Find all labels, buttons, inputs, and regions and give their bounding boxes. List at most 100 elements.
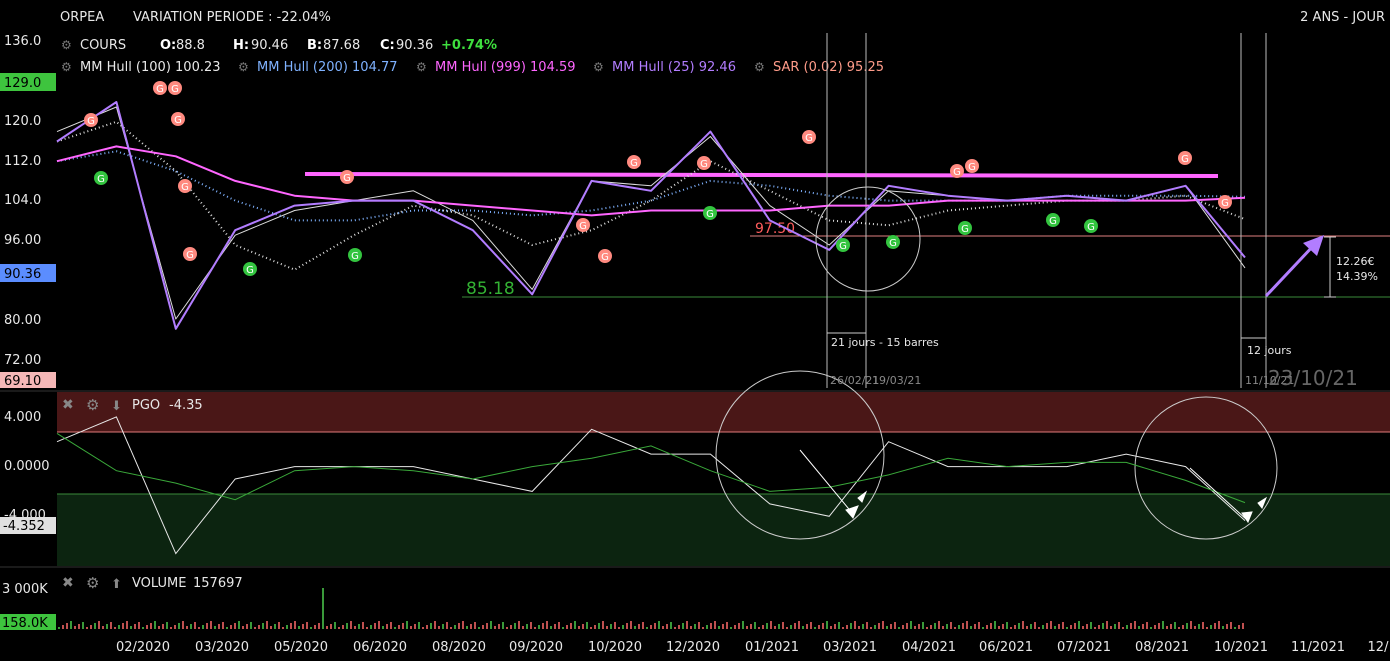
volume-bar xyxy=(802,626,804,629)
buy-signal-icon[interactable] xyxy=(703,206,717,220)
sell-signal-icon[interactable] xyxy=(178,179,192,193)
volume-bar xyxy=(394,627,396,629)
sell-signal-icon[interactable] xyxy=(598,249,612,263)
arrow-up-icon[interactable]: ⬆ xyxy=(111,577,122,592)
volume-bar xyxy=(1058,624,1060,629)
volume-bar xyxy=(1014,625,1016,629)
target-arrow[interactable] xyxy=(1264,242,1317,298)
svg-text:G: G xyxy=(953,167,961,178)
volume-bar xyxy=(430,623,432,629)
indicator-label: MM Hull (25) 92.46 xyxy=(612,60,736,75)
volume-bar xyxy=(918,624,920,629)
buy-signal-icon[interactable] xyxy=(1046,213,1060,227)
variation-label: VARIATION PERIODE : -22.04% xyxy=(133,10,331,25)
gear-icon[interactable]: ⚙ xyxy=(238,60,249,74)
volume-bar xyxy=(86,627,88,629)
arrow-down-icon[interactable]: ⬇ xyxy=(111,399,122,414)
buy-signal-icon[interactable] xyxy=(1084,219,1098,233)
sell-signal-icon[interactable] xyxy=(697,156,711,170)
volume-bar xyxy=(1078,621,1080,629)
volume-bar xyxy=(106,624,108,629)
sell-signal-icon[interactable] xyxy=(171,112,185,126)
volume-bar xyxy=(774,626,776,629)
volume-bar xyxy=(714,621,716,629)
gear-icon[interactable]: ⚙ xyxy=(593,60,604,74)
gear-icon[interactable]: ⚙ xyxy=(86,574,99,592)
volume-bar xyxy=(958,625,960,629)
sell-signal-icon[interactable] xyxy=(153,81,167,95)
volume-bar xyxy=(1230,622,1232,629)
buy-signal-icon[interactable] xyxy=(958,221,972,235)
volume-bar xyxy=(286,625,288,629)
volume-bar xyxy=(790,625,792,629)
close-icon[interactable]: ✖ xyxy=(62,575,74,591)
gear-icon[interactable]: ⚙ xyxy=(61,38,72,52)
sell-signal-icon[interactable] xyxy=(340,170,354,184)
volume-bar xyxy=(170,627,172,629)
volume-bar xyxy=(110,622,112,629)
volume-bar xyxy=(550,626,552,629)
sell-signal-icon[interactable] xyxy=(168,81,182,95)
volume-bar xyxy=(698,622,700,629)
sell-signal-icon[interactable] xyxy=(802,130,816,144)
svg-text:G: G xyxy=(246,265,254,276)
sell-signal-icon[interactable] xyxy=(965,159,979,173)
volume-bar xyxy=(626,623,628,629)
volume-bar xyxy=(138,622,140,629)
volume-bar xyxy=(466,626,468,629)
volume-bar xyxy=(474,622,476,629)
volume-bar xyxy=(82,622,84,629)
gear-icon[interactable]: ⚙ xyxy=(86,396,99,414)
buy-signal-icon[interactable] xyxy=(836,238,850,252)
volume-bar xyxy=(674,627,676,629)
buy-signal-icon[interactable] xyxy=(348,248,362,262)
volume-bar xyxy=(818,625,820,629)
gear-icon[interactable]: ⚙ xyxy=(416,60,427,74)
gear-icon[interactable]: ⚙ xyxy=(754,60,765,74)
volume-bar xyxy=(122,623,124,629)
volume-bar xyxy=(826,621,828,629)
volume-bar xyxy=(1238,625,1240,629)
volume-bar xyxy=(1138,626,1140,629)
open-value: 88.8 xyxy=(176,38,205,53)
sell-signal-icon[interactable] xyxy=(576,218,590,232)
sell-signal-icon[interactable] xyxy=(627,155,641,169)
sell-signal-icon[interactable] xyxy=(1178,151,1192,165)
gear-icon[interactable]: ⚙ xyxy=(61,60,72,74)
volume-bar xyxy=(302,624,304,629)
svg-text:4.000: 4.000 xyxy=(4,410,41,425)
volume-bar xyxy=(998,626,1000,629)
buy-signal-icon[interactable] xyxy=(243,262,257,276)
pgo-signal-line xyxy=(56,432,1246,504)
volume-bar xyxy=(946,624,948,629)
volume-bar xyxy=(530,622,532,629)
period-label[interactable]: 2 ANS - JOUR xyxy=(1300,10,1385,25)
volume-bar xyxy=(270,626,272,629)
sell-signal-icon[interactable] xyxy=(183,247,197,261)
volume-bar xyxy=(1022,621,1024,629)
volume-bar xyxy=(794,623,796,629)
volume-bar xyxy=(322,588,324,629)
svg-text:158.0K: 158.0K xyxy=(2,616,48,631)
volume-bar xyxy=(1050,621,1052,629)
volume-bar xyxy=(130,626,132,629)
volume-bar xyxy=(234,623,236,629)
buy-signal-icon[interactable] xyxy=(886,235,900,249)
target-gain: 12.26€ xyxy=(1336,255,1375,268)
volume-bar xyxy=(134,624,136,629)
sell-signal-icon[interactable] xyxy=(1218,195,1232,209)
volume-bar xyxy=(822,623,824,629)
price-tick: 120.0 xyxy=(4,114,41,129)
close-icon[interactable]: ✖ xyxy=(62,397,74,413)
volume-bar xyxy=(510,625,512,629)
buy-signal-icon[interactable] xyxy=(94,171,108,185)
volume-bar xyxy=(374,623,376,629)
sell-signal-icon[interactable] xyxy=(950,164,964,178)
sell-signal-icon[interactable] xyxy=(84,113,98,127)
volume-bar xyxy=(314,625,316,629)
volume-bar xyxy=(558,622,560,629)
volume-bar xyxy=(586,622,588,629)
trend-line[interactable] xyxy=(304,172,1219,178)
volume-bar xyxy=(402,623,404,629)
indicator-label: MM Hull (999) 104.59 xyxy=(435,60,576,75)
